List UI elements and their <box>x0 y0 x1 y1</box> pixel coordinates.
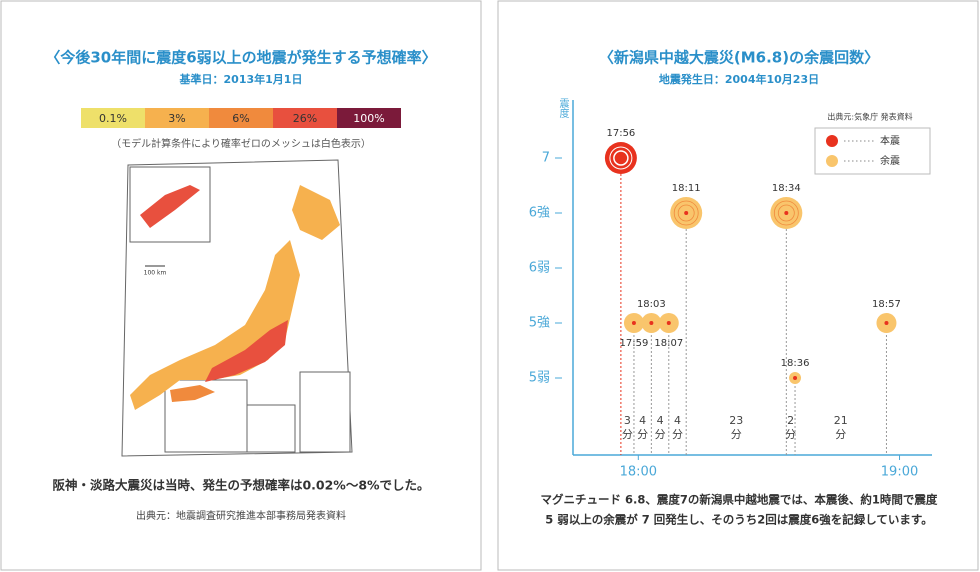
interval-value: 23 <box>729 414 743 427</box>
legend-swatch <box>337 108 401 128</box>
marker-dot <box>666 321 671 325</box>
y-tick-label: 7 <box>542 151 550 166</box>
legend-label: 本震 <box>880 134 900 147</box>
legend-swatch <box>81 108 145 128</box>
interval-unit: 分 <box>731 428 742 441</box>
legend-label: 3% <box>168 112 185 125</box>
legend-marker <box>826 135 838 147</box>
time-label: 17:56 <box>606 128 635 139</box>
marker-ring <box>613 150 629 166</box>
marker-dot <box>649 321 654 325</box>
legend-label: 100% <box>353 112 384 125</box>
legend-label: 余震 <box>880 154 900 167</box>
map-subtitle: 基準日：2013年1月1日 <box>179 72 303 86</box>
map-land <box>170 385 215 402</box>
map-land <box>205 320 288 382</box>
scale-label: 100 km <box>144 270 167 277</box>
interval-unit: 分 <box>622 428 633 441</box>
legend-swatch <box>209 108 273 128</box>
x-tick-label: 18:00 <box>620 465 657 480</box>
plot: 5弱 5強 6弱 6強 7 18:00 19:00 17:56 17:59 18:03 18:07 1… <box>529 128 919 480</box>
y-tick-label: 6弱 <box>529 261 550 276</box>
interval-unit: 分 <box>655 428 666 441</box>
y-axis-label: 震度 <box>557 98 569 119</box>
marker-dot <box>793 376 798 380</box>
interval-value: 4 <box>657 414 664 427</box>
legend-box <box>814 127 931 175</box>
time-label: 18:07 <box>654 338 683 349</box>
interval-value: 2 <box>787 414 794 427</box>
map-land <box>292 185 340 240</box>
interval-unit: 分 <box>637 428 648 441</box>
interval-value: 4 <box>674 414 681 427</box>
interval-unit: 分 <box>835 428 846 441</box>
legend-swatch <box>273 108 337 128</box>
map: 100 km <box>121 159 353 457</box>
time-label: 18:03 <box>637 299 666 310</box>
map-land <box>130 240 300 410</box>
marker-ring <box>777 204 795 222</box>
marker-dot <box>631 321 636 325</box>
marker-dot <box>784 211 789 215</box>
chart-source: 出典元:気象庁 発表資料 <box>827 112 912 122</box>
chart-caption: 5 弱以上の余震が 7 回発生し、そのうち2回は震度6強を記録しています。 <box>545 513 933 527</box>
probability-legend: 0.1% 3% 6% 26% 100% <box>81 108 401 128</box>
y-tick-label: 5強 <box>529 316 550 331</box>
y-tick-label: 6強 <box>529 206 550 221</box>
time-label: 18:57 <box>872 299 901 310</box>
legend-label: 6% <box>232 112 249 125</box>
legend-label: 0.1% <box>99 112 127 125</box>
map-note: （モデル計算条件により確率ゼロのメッシュは白色表示） <box>111 137 371 150</box>
chart-caption: マグニチュード 6.8、震度7の新潟県中越地震では、本震後、約1時間で震度 <box>541 493 938 507</box>
legend-swatch <box>145 108 209 128</box>
marker-ring <box>673 200 699 226</box>
legend-label: 26% <box>293 112 317 125</box>
time-label: 18:36 <box>781 358 810 369</box>
time-label: 18:11 <box>672 183 701 194</box>
right-panel <box>497 0 979 571</box>
map-source: 出典元：地震調査研究推進本部事務局発表資料 <box>136 509 346 522</box>
time-label: 17:59 <box>620 338 649 349</box>
marker-ring <box>677 204 695 222</box>
interval-value: 3 <box>624 414 631 427</box>
y-tick-label: 5弱 <box>529 371 550 386</box>
marker-ring <box>609 146 633 170</box>
chart-title: 〈新潟県中越大震災(M6.8)の余震回数〉 <box>599 49 879 67</box>
marker-dot <box>684 211 689 215</box>
map-inset <box>246 404 296 453</box>
map-inset <box>299 371 351 453</box>
marker-dot <box>884 321 889 325</box>
interval-value: 21 <box>834 414 848 427</box>
chart-subtitle: 地震発生日：2004年10月23日 <box>659 72 819 86</box>
map-title: 〈今後30年間に震度6弱以上の地震が発生する予想確率〉 <box>45 49 436 67</box>
map-caption: 阪神・淡路大震災は当時、発生の予想確率は0.02%〜8%でした。 <box>52 478 429 493</box>
x-tick-label: 19:00 <box>881 465 918 480</box>
legend-marker <box>826 155 838 167</box>
map-land <box>140 185 200 228</box>
time-label: 18:34 <box>772 183 801 194</box>
marker-ring <box>773 200 799 226</box>
interval-value: 4 <box>639 414 646 427</box>
interval-unit: 分 <box>785 428 796 441</box>
marker-dot <box>618 156 623 160</box>
interval-unit: 分 <box>672 428 683 441</box>
